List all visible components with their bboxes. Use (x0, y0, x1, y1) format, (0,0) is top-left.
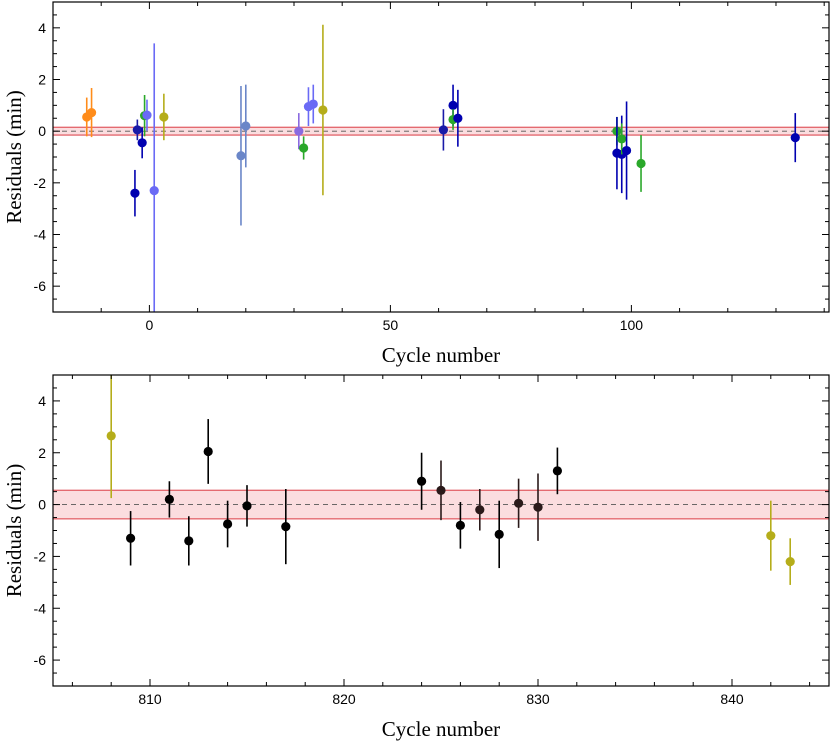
data-point (417, 476, 427, 486)
data-point (164, 494, 174, 504)
data-point (494, 529, 504, 539)
y-tick-label: 2 (38, 72, 46, 88)
y-tick-label: 0 (38, 497, 46, 513)
data-point (308, 99, 318, 109)
data-point (132, 125, 142, 135)
data-point (184, 536, 194, 546)
x-tick-label: 50 (383, 317, 399, 333)
y-tick-label: 4 (38, 393, 46, 409)
data-point (294, 126, 304, 136)
data-point (126, 533, 136, 543)
y-tick-label: 4 (38, 20, 46, 36)
y-tick-label: -4 (34, 227, 47, 243)
data-point (241, 121, 251, 131)
data-point (106, 431, 116, 441)
data-point (448, 100, 458, 110)
bottom-residuals-panel: 810 820 830 840 -6 -4 -2 0 2 4 Cycle number Residua… (2, 374, 830, 741)
data-point (142, 110, 152, 120)
data-point (475, 505, 485, 515)
data-point (318, 105, 328, 115)
data-point (436, 485, 446, 495)
x-tick-label: 820 (332, 691, 356, 707)
plot-frame (52, 1, 830, 313)
data-point (159, 112, 169, 122)
data-point (438, 125, 449, 135)
y-tick-label: -2 (34, 175, 47, 191)
data-point (149, 185, 159, 196)
data-point (790, 133, 800, 143)
data-point (137, 138, 147, 148)
data-point (617, 134, 627, 144)
x-axis-label: Cycle number (382, 717, 500, 741)
data-point (223, 519, 233, 529)
data-point (785, 557, 795, 567)
y-tick-label: 2 (38, 445, 46, 461)
data-point (514, 498, 524, 508)
data-point (453, 113, 463, 123)
data-point (621, 145, 632, 156)
y-tick-label: -2 (34, 548, 47, 564)
data-point (203, 446, 213, 457)
data-point (766, 531, 776, 541)
data-point (130, 188, 140, 198)
x-tick-label: 840 (720, 691, 744, 707)
data-point (552, 466, 563, 476)
y-axis-label: Residuals (min) (2, 90, 26, 224)
y-tick-label: -6 (34, 278, 47, 294)
data-point (455, 520, 465, 530)
data-point (533, 502, 543, 512)
x-tick-label: 830 (526, 691, 550, 707)
data-point (86, 107, 97, 118)
y-tick-label: 0 (38, 123, 46, 139)
y-axis-label: Residuals (min) (2, 464, 26, 598)
plot-area (53, 24, 829, 312)
y-tick-label: -4 (34, 600, 47, 616)
data-point (281, 522, 291, 532)
x-tick-label: 810 (138, 691, 162, 707)
x-axis-label: Cycle number (382, 343, 500, 367)
x-tick-label: 100 (620, 317, 644, 333)
x-tick-label: 0 (145, 317, 153, 333)
plot-frame (52, 374, 830, 687)
plot-area (53, 375, 829, 585)
top-residuals-panel: 0 50 100 -6 -4 -2 0 2 4 Cycle number Residuals (mi… (2, 1, 830, 367)
data-point (636, 158, 646, 169)
y-tick-label: -6 (34, 652, 47, 668)
data-point (299, 143, 309, 153)
data-point (242, 501, 252, 511)
data-point (236, 151, 246, 161)
